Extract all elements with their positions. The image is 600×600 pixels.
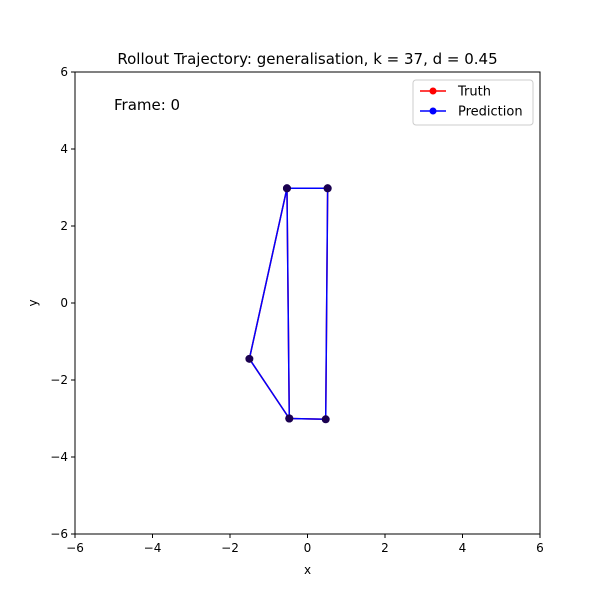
chart-title: Rollout Trajectory: generalisation, k = … — [117, 50, 497, 68]
x-tick-label: 2 — [381, 541, 389, 555]
x-tick-label: −2 — [221, 541, 239, 555]
y-tick-label: −4 — [50, 450, 68, 464]
y-tick-label: 0 — [60, 296, 68, 310]
legend-swatch-marker — [429, 87, 437, 95]
data-point — [282, 184, 291, 193]
legend-label: Prediction — [458, 105, 523, 120]
y-tick-label: −6 — [50, 527, 68, 541]
y-axis-label: y — [26, 299, 40, 306]
x-tick-label: −6 — [66, 541, 84, 555]
y-tick-label: 6 — [60, 65, 68, 79]
legend-swatch-marker — [429, 107, 437, 115]
frame-annotation: Frame: 0 — [114, 96, 180, 114]
x-tick-label: −4 — [144, 541, 162, 555]
series-line-prediction — [248, 187, 329, 421]
x-tick-label: 0 — [304, 541, 312, 555]
y-tick-label: 2 — [60, 219, 68, 233]
x-axis-label: x — [304, 563, 311, 577]
x-tick-label: 4 — [459, 541, 467, 555]
axes-frame — [74, 71, 541, 535]
legend-label: Truth — [457, 85, 491, 100]
legend: Truth Prediction — [412, 79, 534, 126]
x-tick-label: 6 — [536, 541, 544, 555]
data-point — [323, 184, 332, 193]
axis-ticks: −6 −4 −2 0 2 4 6 −6 −4 −2 0 2 4 6 — [50, 65, 544, 555]
plot-area — [245, 184, 332, 424]
data-point — [245, 354, 254, 363]
data-point — [285, 414, 294, 423]
y-tick-label: −2 — [50, 373, 68, 387]
y-tick-label: 4 — [60, 142, 68, 156]
data-point — [321, 415, 330, 424]
